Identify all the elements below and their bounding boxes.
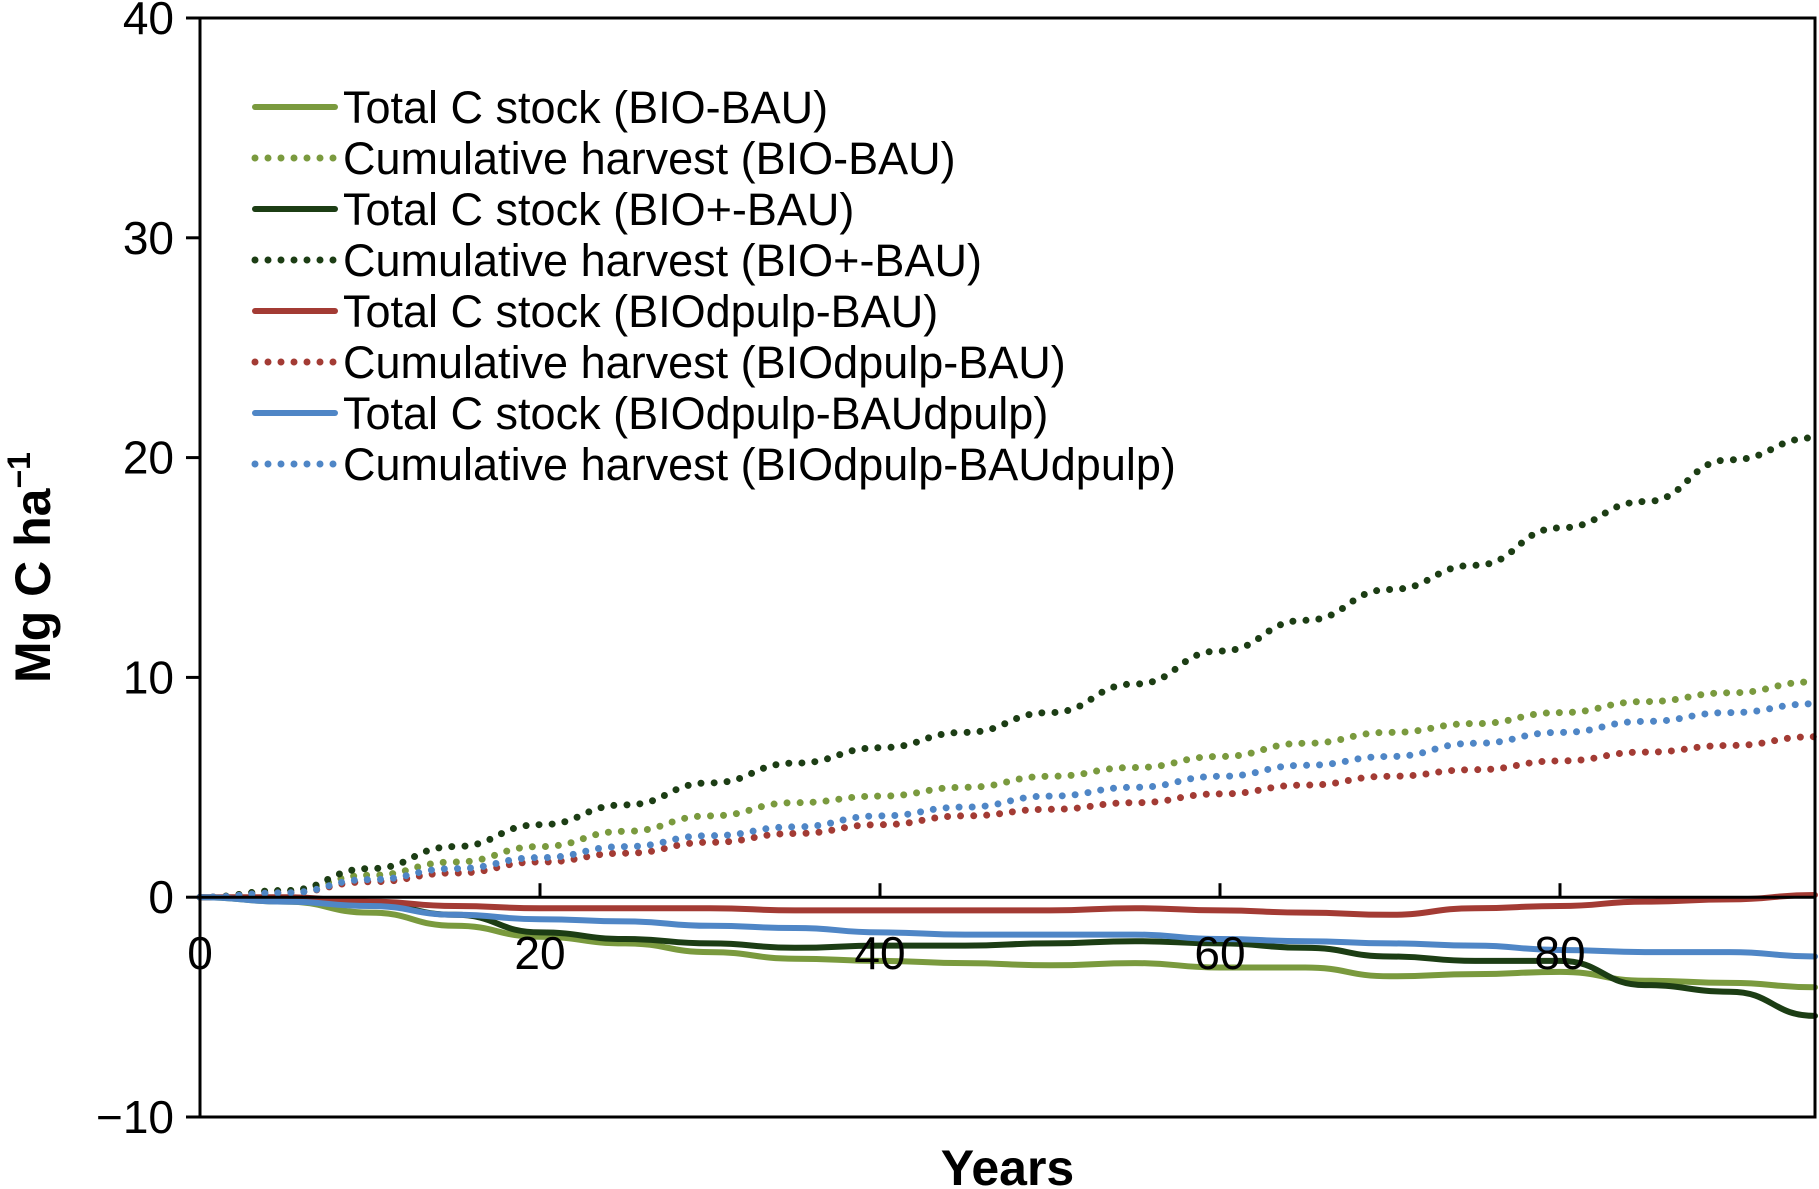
y-tick-label: 40: [123, 0, 174, 44]
legend-label-8: Cumulative harvest (BIOdpulp-BAUdpulp): [343, 439, 1176, 490]
legend-label-2: Cumulative harvest (BIO-BAU): [343, 133, 956, 184]
x-tick-label: 60: [1194, 927, 1245, 979]
plot-frame: [198, 16, 1817, 1119]
y-axis-title-superscript: −1: [1, 452, 37, 488]
legend-label-1: Total C stock (BIO-BAU): [343, 82, 828, 133]
series-line-6: [196, 733, 1819, 901]
series-line-1: [197, 894, 1818, 991]
legend-label-5: Total C stock (BIOdpulp-BAU): [343, 286, 938, 337]
x-tick-label: 0: [187, 927, 213, 979]
x-tick-label: 80: [1534, 927, 1585, 979]
x-axis-title: Years: [941, 1140, 1074, 1189]
y-tick-label: −10: [96, 1091, 174, 1143]
series-layer: [196, 434, 1819, 1019]
y-tick-label: 0: [148, 871, 174, 923]
axes-layer: −10 0 10 20 30 40 0 20 40 60 80: [96, 0, 1586, 1143]
legend-label-4: Cumulative harvest (BIO+-BAU): [343, 235, 982, 286]
x-tick-label: 20: [514, 927, 565, 979]
y-axis-title-main: Mg C ha: [5, 487, 61, 683]
legend: Total C stock (BIO-BAU)Cumulative harves…: [251, 82, 1176, 490]
y-tick-label: 10: [123, 651, 174, 703]
legend-label-6: Cumulative harvest (BIOdpulp-BAU): [343, 337, 1066, 388]
y-axis-title: Mg C ha−1: [1, 452, 61, 683]
series-line-4: [196, 434, 1819, 901]
series-line-5: [197, 892, 1818, 918]
series-line-7: [197, 894, 1818, 960]
x-tick-label: 40: [854, 927, 905, 979]
series-line-8: [196, 700, 1819, 901]
legend-label-7: Total C stock (BIOdpulp-BAUdpulp): [343, 388, 1048, 439]
y-tick-label: 30: [123, 212, 174, 264]
series-line-2: [196, 678, 1819, 901]
legend-label-3: Total C stock (BIO+-BAU): [343, 184, 854, 235]
y-tick-label: 20: [123, 432, 174, 484]
